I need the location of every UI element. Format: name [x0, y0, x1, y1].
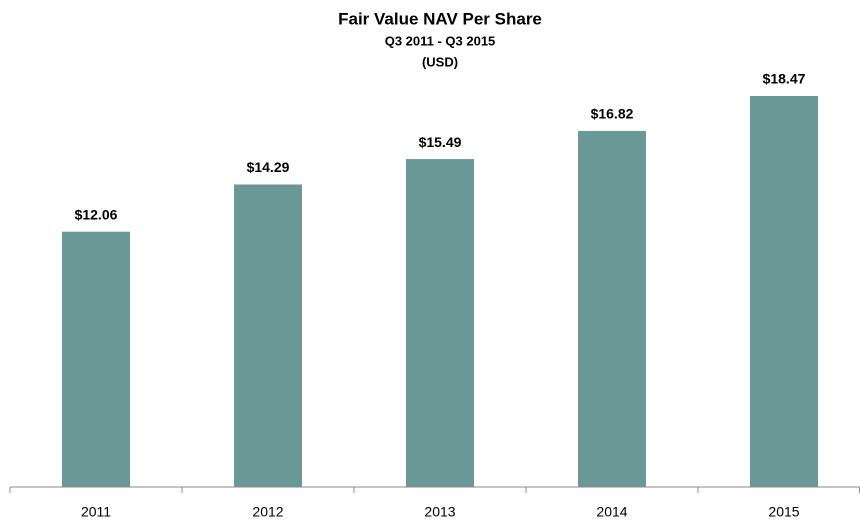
- value-label: $14.29: [247, 159, 290, 175]
- x-tick-label: 2013: [424, 504, 455, 520]
- chart-title: Fair Value NAV Per Share: [338, 9, 542, 28]
- bar: [406, 159, 474, 487]
- bar: [62, 231, 130, 487]
- chart-subtitle: Q3 2011 - Q3 2015: [385, 33, 496, 48]
- value-label: $12.06: [75, 206, 118, 222]
- bar: [578, 130, 646, 487]
- value-label: $16.82: [591, 106, 634, 122]
- value-label: $15.49: [419, 134, 462, 150]
- x-tick-label: 2014: [596, 504, 627, 520]
- x-tick-label: 2015: [768, 504, 799, 520]
- bar: [234, 184, 302, 488]
- x-tick-label: 2011: [81, 504, 111, 520]
- x-tick-label: 2012: [252, 504, 283, 520]
- value-label: $18.47: [763, 71, 806, 87]
- bar: [750, 96, 818, 487]
- chart-subtitle: (USD): [422, 54, 458, 69]
